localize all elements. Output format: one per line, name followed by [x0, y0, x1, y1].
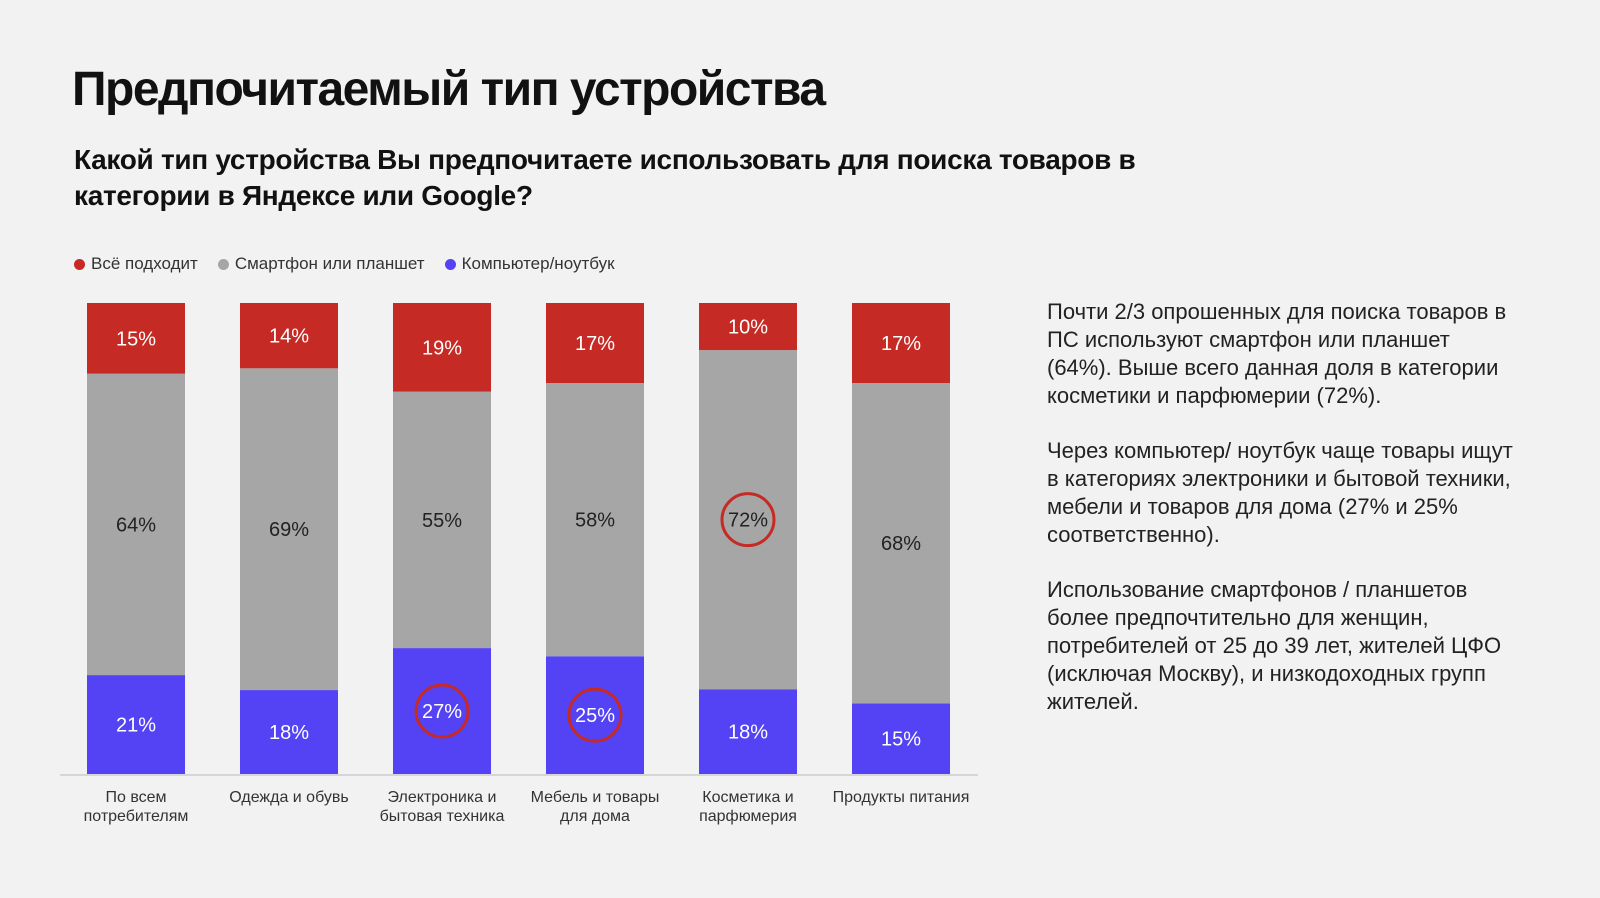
data-label: 58%: [575, 510, 615, 532]
category-label: По всем: [105, 789, 166, 806]
highlight-circle: [567, 687, 623, 743]
data-label: 18%: [269, 722, 309, 744]
data-label: 64%: [116, 514, 156, 536]
data-label: 68%: [881, 533, 921, 555]
question-subtitle: Какой тип устройства Вы предпочитаете ис…: [74, 144, 1136, 211]
category-label: потребителям: [84, 808, 189, 825]
bar-segment-smartphone: [87, 373, 185, 676]
bar-segment-computer: [240, 690, 338, 774]
data-label: 10%: [728, 317, 768, 339]
note-paragraph: Почти 2/3 опрошенных для поиска товаров …: [1047, 299, 1507, 408]
bar-segment-smartphone: [852, 383, 950, 704]
data-label: 17%: [881, 333, 921, 355]
legend-item-all: Всё подходит: [74, 254, 198, 274]
bar-segment-all: [546, 303, 644, 384]
bar-segment-all: [852, 303, 950, 384]
legend-label: Всё подходит: [91, 254, 198, 273]
bar-segment-computer: [393, 648, 491, 774]
bar-segment-all: [240, 303, 338, 369]
legend-dot-icon: [217, 258, 229, 270]
data-label: 18%: [728, 722, 768, 744]
data-label: 27%: [422, 701, 462, 723]
highlight-circle: [414, 683, 470, 739]
bar-segment-smartphone: [393, 391, 491, 649]
data-label: 17%: [575, 333, 615, 355]
legend-dot-icon: [444, 258, 456, 270]
data-label: 21%: [116, 715, 156, 737]
legend-label: Компьютер/ноутбук: [461, 254, 615, 273]
data-label: 15%: [116, 328, 156, 350]
note-paragraph: Через компьютер/ ноутбук чаще товары ищу…: [1047, 438, 1513, 547]
category-label: Электроника и: [388, 789, 497, 806]
category-label: Косметика и: [702, 789, 793, 806]
data-label: 15%: [881, 729, 921, 751]
bar-segment-all: [87, 303, 185, 374]
category-label: Продукты питания: [833, 789, 970, 806]
data-label: 25%: [575, 705, 615, 727]
highlight-circle: [720, 492, 776, 548]
legend-dot-icon: [74, 258, 85, 270]
page-title: Предпочитаемый тип устройства: [72, 63, 826, 116]
bar-segment-computer: [699, 689, 797, 774]
chart-legend: Всё подходит Смартфон или планшет Компью…: [74, 254, 615, 274]
data-label: 19%: [422, 337, 462, 359]
data-label: 14%: [269, 326, 309, 348]
category-label: для дома: [560, 808, 630, 825]
data-label: 69%: [269, 519, 309, 541]
bar-segment-computer: [546, 656, 644, 774]
bar-segment-smartphone: [546, 383, 644, 657]
legend-item-smartphone: Смартфон или планшет: [217, 254, 425, 274]
bar-segment-computer: [852, 703, 950, 774]
bar-segment-smartphone: [240, 368, 338, 691]
category-label: парфюмерия: [699, 808, 797, 825]
legend-item-computer: Компьютер/ноутбук: [444, 254, 615, 274]
stacked-bar-chart: 21% 64% 15% По всем потребителям 18% 69% 14% Оде…: [60, 303, 978, 825]
commentary: Почти 2/3 опрошенных для поиска товаров …: [1047, 298, 1517, 743]
bar-segment-all: [393, 303, 491, 392]
data-label: 72%: [728, 510, 768, 532]
legend-label: Смартфон или планшет: [234, 254, 425, 273]
note-paragraph: Использование смартфонов / планшетов бол…: [1047, 577, 1502, 714]
bar-segment-computer: [87, 675, 185, 774]
category-label: Мебель и товары: [531, 789, 660, 806]
bar-segment-smartphone: [699, 350, 797, 690]
category-label: бытовая техника: [380, 808, 505, 825]
bar-segment-all: [699, 303, 797, 351]
category-label: Одежда и обувь: [229, 789, 348, 806]
data-label: 55%: [422, 510, 462, 532]
